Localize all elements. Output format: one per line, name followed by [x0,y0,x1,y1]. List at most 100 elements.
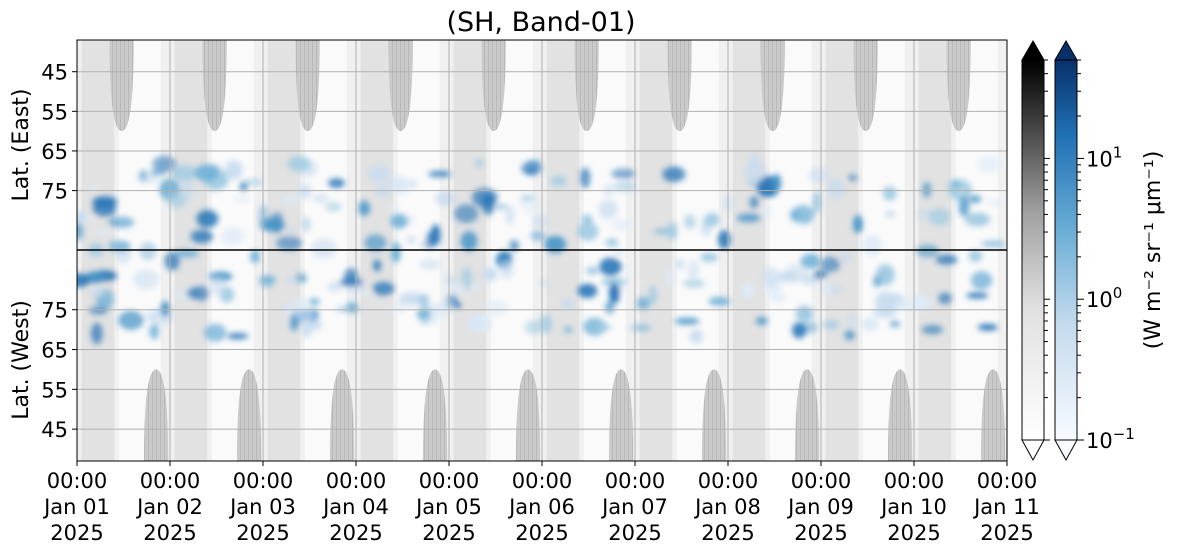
y-tick-label-east: 55 [41,100,68,124]
intensity-blob [276,235,302,251]
colorbar-grey-extend-top [1021,40,1045,61]
intensity-blob [861,317,879,331]
intensity-blob [311,238,337,259]
colorbar-ticks: 101 100 10−1 [1044,59,1135,453]
intensity-blob [471,188,498,208]
intensity-blob [792,322,807,339]
x-tick-year: 2025 [701,521,754,545]
intensity-blob [89,288,105,297]
intensity-blob [89,306,108,315]
intensity-blob [406,235,416,245]
intensity-blob [795,305,814,322]
intensity-blob [115,216,132,227]
intensity-blob [826,179,846,199]
x-tick-year: 2025 [236,521,289,545]
y-tick-label-east: 75 [41,180,68,204]
intensity-blob [916,244,940,258]
intensity-blob [525,320,542,335]
intensity-blob [922,181,932,198]
intensity-blob [611,218,631,231]
no-data-cap-east [946,40,971,132]
intensity-blob [509,240,520,252]
intensity-blob [605,238,619,247]
x-tick-time: 00:00 [140,469,201,493]
intensity-blob [387,302,407,314]
intensity-blob [772,173,782,191]
intensity-blob [416,310,430,319]
intensity-blob [748,153,760,173]
intensity-blob [687,260,700,279]
intensity-blob [958,196,970,217]
intensity-blob [467,313,492,333]
intensity-blob [469,283,479,290]
intensity-blob [935,254,958,265]
intensity-blob [290,316,299,331]
intensity-blob [430,301,456,316]
intensity-blob [281,195,301,205]
no-data-cap-east [481,40,506,132]
no-data-caps [109,40,1006,461]
intensity-blob [520,193,543,215]
no-data-cap-west [794,369,820,461]
no-data-cap-east [202,40,227,132]
x-tick-time: 00:00 [884,469,945,493]
intensity-blob [704,212,720,227]
intensity-blob [981,240,1006,247]
intensity-blob [636,296,651,310]
colorbar-blue [1054,40,1078,462]
intensity-blob [604,300,615,314]
intensity-blob [375,185,391,197]
intensity-blob [682,279,706,288]
intensity-blob [285,228,297,235]
intensity-blob [539,278,548,287]
intensity-blob [689,329,704,344]
y-axis-label-west: Lat. (West) [9,300,34,420]
colorbar-grey [1021,40,1045,462]
y-axis-label-east: Lat. (East) [9,89,34,202]
intensity-blob [762,267,780,287]
intensity-blob [676,258,685,270]
intensity-blob [149,323,160,340]
intensity-blob [598,199,618,220]
x-tick-date: Jan 02 [135,495,203,519]
intensity-blob [648,285,658,304]
intensity-blob [521,161,542,175]
intensity-blob [194,164,219,182]
intensity-blob [328,178,345,188]
intensity-blob [398,292,425,306]
x-tick-date: Jan 11 [972,495,1040,519]
no-data-cap-west [422,369,448,461]
intensity-blob [297,296,308,312]
intensity-blob [882,186,897,201]
intensity-blob [770,294,787,302]
intensity-blob [390,213,408,229]
intensity-blob [838,252,853,262]
intensity-blob [785,264,808,283]
y-tick-label-west: 75 [41,299,68,323]
no-data-cap-east [667,40,692,132]
x-tick-date: Jan 05 [414,495,482,519]
y-tick-label-east: 65 [41,140,68,164]
intensity-blob [820,256,841,273]
intensity-blob [821,281,831,296]
intensity-blob [173,249,200,258]
intensity-blob [964,212,991,227]
colorbar-tick-label: 10−1 [1086,425,1135,453]
intensity-blob [298,184,312,199]
intensity-blob [190,229,213,244]
intensity-blob [977,323,998,331]
intensity-blob [581,214,593,224]
intensity-blob [538,314,553,334]
intensity-blob [372,259,382,272]
intensity-blob [662,166,686,183]
intensity-blob [928,208,951,226]
intensity-blob [630,324,652,332]
intensity-blob [862,235,882,256]
intensity-blob [950,179,961,189]
intensity-blob [968,249,983,263]
intensity-blob [872,306,897,319]
x-tick-year: 2025 [887,521,940,545]
x-tick-date: Jan 06 [507,495,575,519]
